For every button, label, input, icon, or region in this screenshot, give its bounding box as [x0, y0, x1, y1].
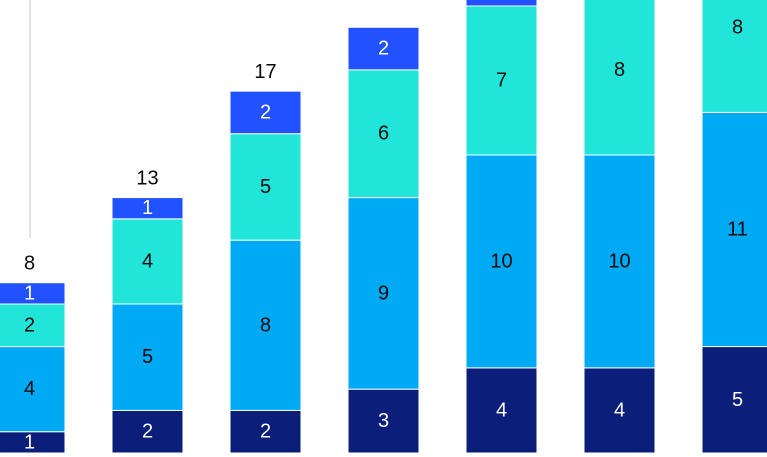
- bar-segment: [229, 90, 302, 135]
- segment-label: 7: [496, 70, 507, 92]
- segment-label: 10: [608, 250, 630, 272]
- bar-segment: [0, 346, 66, 433]
- segment-label: 5: [732, 389, 743, 411]
- bar-segment: [583, 0, 656, 156]
- segment-label: 6: [378, 123, 389, 145]
- bar-segment: [465, 5, 538, 156]
- bar-segment: [111, 197, 184, 220]
- bar-segment: [465, 154, 538, 369]
- segment-label: 2: [260, 101, 271, 123]
- bar-segment: [465, 367, 538, 454]
- segment-label: 4: [24, 378, 35, 400]
- segment-label: 1: [24, 282, 35, 304]
- bar-segment: [583, 154, 656, 369]
- segment-label: 2: [260, 421, 271, 443]
- segment-label: 5: [260, 176, 271, 198]
- segment-label: 8: [732, 16, 743, 38]
- segment-label: 8: [614, 59, 625, 81]
- bar-segment: [583, 367, 656, 454]
- bar-segment: [111, 409, 184, 454]
- segment-label: 10: [490, 250, 512, 272]
- segment-label: 11: [727, 219, 748, 241]
- bar-segment: [229, 239, 302, 411]
- bar-segment: [347, 197, 420, 390]
- bar-segment: [347, 26, 420, 71]
- segment-label: 4: [496, 399, 507, 421]
- total-label: 17: [254, 61, 276, 83]
- bar-segment: [0, 282, 66, 305]
- segment-label: 4: [614, 399, 625, 421]
- segment-label: 8: [260, 314, 271, 336]
- segment-label: 4: [142, 250, 153, 272]
- total-label: 13: [136, 168, 158, 190]
- bar-segment: [701, 0, 767, 113]
- bar-segment: [229, 409, 302, 454]
- segment-label: 1: [24, 431, 35, 453]
- bar-segment: [111, 303, 184, 411]
- segment-label: 1: [142, 197, 153, 219]
- segment-label: 9: [378, 282, 389, 304]
- bar-segment: [229, 133, 302, 241]
- segment-label: 2: [378, 38, 389, 60]
- segment-label: 5: [142, 346, 153, 368]
- bar-segment: [347, 388, 420, 454]
- bar-segment: [111, 218, 184, 305]
- bar-segment: [701, 111, 767, 348]
- segment-label: 2: [142, 421, 153, 443]
- segment-label: 2: [24, 314, 35, 336]
- segment-label: 3: [378, 410, 389, 432]
- bar-segment: [465, 0, 538, 7]
- bar-segment: [701, 346, 767, 454]
- total-label: 8: [24, 253, 35, 275]
